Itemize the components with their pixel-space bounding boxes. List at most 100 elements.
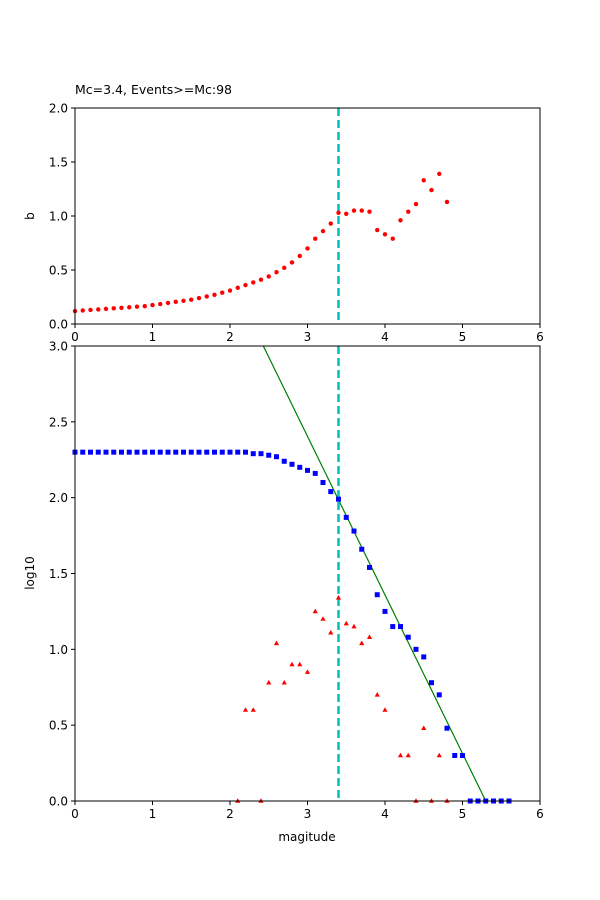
b-value-point	[243, 282, 248, 288]
cumulative-count-point	[452, 753, 458, 758]
bottom-y-tick-label-5: 2.5	[49, 415, 68, 429]
b-value-point	[320, 228, 326, 234]
cumulative-count-point	[289, 461, 295, 467]
noncumulative-count-point	[297, 661, 303, 667]
cumulative-count-point	[429, 680, 434, 686]
top-x-tick-label-3: 3	[304, 330, 312, 344]
b-value-point	[289, 260, 295, 265]
b-value-point	[437, 171, 442, 177]
bottom-x-axis-label: magitude	[278, 830, 335, 844]
gutenberg-richter-fit-line	[262, 346, 487, 801]
cumulative-count-point	[142, 449, 148, 455]
cumulative-count-point	[421, 654, 427, 660]
b-value-point	[158, 301, 163, 307]
b-value-point	[96, 307, 101, 312]
cumulative-count-point	[181, 449, 186, 455]
b-value-point	[111, 306, 116, 311]
noncumulative-count-point	[421, 725, 427, 730]
noncumulative-count-point	[281, 679, 287, 685]
bottom-y-tick-label-1: 0.5	[49, 719, 68, 733]
bottom-x-tick-label-4: 4	[381, 807, 389, 821]
top-y-axis-label: b	[23, 212, 37, 220]
cumulative-count-point	[274, 454, 279, 460]
cumulative-count-point	[219, 449, 225, 455]
cumulative-count-point	[398, 624, 403, 630]
noncumulative-count-point	[312, 608, 318, 614]
bottom-x-tick-label-3: 3	[304, 807, 312, 821]
noncumulative-count-point	[250, 707, 256, 712]
cumulative-count-point	[157, 449, 163, 455]
noncumulative-count-point	[382, 707, 388, 712]
b-value-point	[421, 178, 426, 183]
cumulative-count-point	[134, 449, 140, 455]
b-value-point	[297, 253, 302, 259]
cumulative-count-point	[250, 451, 256, 457]
cumulative-count-point	[336, 496, 341, 502]
noncumulative-count-point	[366, 634, 373, 639]
b-value-point	[181, 298, 186, 303]
bottom-plot-area: 0 1 2 3 4 5 6 0.0 0.5 1.0 1.5 2.0 2.5 3.0	[49, 340, 544, 822]
cumulative-count-point	[405, 634, 411, 640]
bottom-y-tick-label-4: 2.0	[49, 491, 68, 505]
cumulative-count-point	[88, 449, 93, 455]
cumulative-count-point	[258, 451, 264, 457]
b-value-point	[204, 294, 209, 299]
b-value-point	[444, 199, 450, 205]
bottom-x-tick-label-0: 0	[71, 807, 79, 821]
top-x-tick-label-0: 0	[71, 330, 79, 344]
top-x-tick-label-1: 1	[149, 330, 157, 344]
cumulative-count-point	[80, 449, 86, 455]
top-y-tick-label-0: 0.0	[49, 318, 68, 332]
cumulative-count-point	[382, 608, 388, 614]
b-value-point	[150, 302, 155, 308]
cumulative-count-point	[436, 692, 442, 698]
noncumulative-count-point	[289, 661, 295, 667]
noncumulative-count-point	[266, 679, 272, 685]
cumulative-count-point	[312, 470, 318, 476]
b-value-point	[266, 274, 271, 279]
cumulative-count-point	[266, 452, 272, 458]
b-value-point	[359, 208, 364, 213]
cumulative-count-point	[188, 449, 194, 455]
b-value-point	[406, 209, 411, 214]
noncumulative-count-point	[328, 629, 334, 635]
b-value-point	[274, 269, 279, 275]
noncumulative-count-point	[397, 752, 404, 758]
b-value-point	[88, 307, 93, 313]
cumulative-count-point	[374, 592, 380, 598]
top-chart-title: Mc=3.4, Events>=Mc:98	[75, 82, 232, 97]
b-value-point	[235, 285, 240, 291]
cumulative-count-point	[297, 464, 303, 470]
cumulative-count-point	[111, 449, 117, 455]
b-value-point	[134, 304, 140, 309]
cumulative-count-point	[413, 646, 419, 652]
bottom-x-tick-label-2: 2	[226, 807, 234, 821]
cumulative-count-point	[243, 449, 248, 455]
noncumulative-count-point	[343, 620, 349, 626]
bottom-y-tick-label-0: 0.0	[49, 795, 68, 809]
b-value-point	[429, 187, 434, 193]
b-value-point	[80, 308, 85, 313]
b-value-point	[251, 280, 256, 285]
cumulative-count-point	[150, 449, 155, 455]
top-y-tick-label-2: 1.0	[49, 210, 68, 224]
bottom-x-tick-label-5: 5	[459, 807, 467, 821]
top-x-tick-label-4: 4	[381, 330, 389, 344]
b-value-point	[375, 227, 380, 233]
noncumulative-count-point	[320, 616, 326, 621]
top-plot-frame	[74, 107, 541, 325]
b-value-point	[282, 265, 287, 271]
b-value-point	[367, 209, 372, 214]
top-y-tick-label-4: 2.0	[49, 102, 68, 116]
b-value-point	[212, 292, 217, 298]
top-plot-area: 0 1 2 3 4 5 6 0.0 0.5 1.0 1.5 2.0	[49, 102, 544, 345]
b-value-point	[336, 210, 341, 215]
cumulative-count-point	[320, 480, 326, 485]
b-value-point	[196, 295, 202, 301]
noncumulative-count-point	[436, 752, 442, 758]
noncumulative-count-point	[242, 707, 249, 712]
cumulative-count-point	[390, 624, 396, 630]
b-value-point	[328, 221, 333, 226]
b-value-point	[344, 211, 349, 217]
